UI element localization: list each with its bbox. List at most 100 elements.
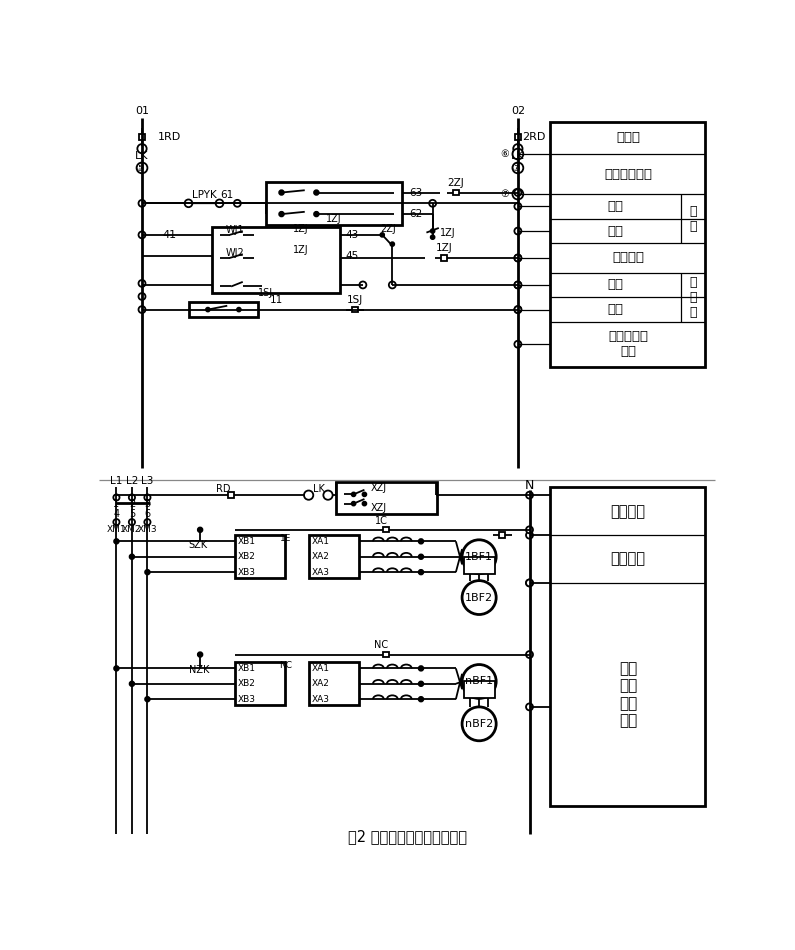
Circle shape (526, 703, 533, 711)
Text: 1ZJ: 1ZJ (293, 245, 308, 256)
Circle shape (138, 200, 145, 207)
Circle shape (462, 707, 496, 741)
Text: 1ZJ: 1ZJ (326, 215, 342, 224)
Text: 2ZJ: 2ZJ (380, 224, 396, 234)
Circle shape (363, 492, 366, 496)
Text: 61: 61 (221, 190, 234, 199)
Text: XA3: XA3 (312, 694, 329, 704)
Text: ⑦: ⑦ (511, 162, 520, 173)
Text: 5: 5 (129, 509, 135, 520)
Text: 6: 6 (145, 509, 150, 520)
Text: 停止: 停止 (607, 200, 623, 213)
Text: NZK: NZK (188, 665, 209, 674)
Text: 1ZJ: 1ZJ (293, 224, 308, 234)
Circle shape (237, 308, 241, 312)
Circle shape (145, 697, 149, 701)
Text: XZJ: XZJ (370, 484, 386, 493)
Text: LK: LK (135, 151, 149, 162)
Circle shape (206, 308, 210, 312)
Bar (352, 307, 359, 313)
Text: ⑦: ⑦ (500, 189, 509, 200)
Circle shape (462, 580, 496, 615)
Text: 风扇启动: 风扇启动 (611, 552, 646, 566)
Circle shape (389, 281, 396, 289)
Circle shape (114, 666, 118, 671)
Circle shape (526, 526, 533, 533)
Text: NC: NC (279, 661, 292, 670)
Circle shape (314, 190, 319, 195)
Text: 1BF2: 1BF2 (465, 593, 493, 602)
Circle shape (526, 580, 533, 586)
Text: 45: 45 (346, 252, 359, 261)
Circle shape (419, 666, 423, 671)
Bar (383, 652, 390, 657)
Circle shape (351, 502, 355, 505)
Circle shape (137, 162, 147, 173)
Circle shape (145, 494, 150, 501)
Text: 图2 新设计的风冷控制回路图: 图2 新设计的风冷控制回路图 (347, 828, 467, 844)
Text: 1ZJ: 1ZJ (436, 243, 452, 253)
Circle shape (390, 242, 394, 246)
Text: XA3: XA3 (312, 568, 329, 577)
Circle shape (114, 494, 119, 501)
Text: 按负荷电流
启动: 按负荷电流 启动 (608, 331, 648, 358)
Text: 1RD: 1RD (157, 132, 180, 142)
Text: LK: LK (312, 484, 324, 494)
Circle shape (419, 555, 423, 559)
Bar (453, 190, 459, 196)
Bar (139, 134, 145, 141)
Bar (188, 302, 258, 317)
Text: 1E: 1E (280, 534, 291, 542)
Circle shape (279, 190, 284, 195)
Text: 62: 62 (409, 209, 423, 219)
Text: 41: 41 (162, 230, 176, 240)
Text: 63: 63 (409, 187, 423, 198)
Text: XB3: XB3 (238, 568, 256, 577)
Circle shape (138, 144, 146, 153)
Bar (235, 535, 285, 579)
Circle shape (145, 519, 150, 525)
Bar (515, 134, 521, 141)
Circle shape (514, 255, 522, 261)
Text: ⑤: ⑤ (135, 162, 144, 173)
Circle shape (145, 570, 149, 575)
Circle shape (419, 539, 423, 543)
Circle shape (514, 189, 522, 196)
Circle shape (514, 281, 522, 289)
Circle shape (514, 306, 522, 314)
Circle shape (138, 232, 145, 238)
Circle shape (198, 653, 203, 656)
Text: RD: RD (216, 484, 231, 494)
Text: nBF1: nBF1 (465, 676, 493, 687)
Bar (441, 256, 448, 260)
Circle shape (324, 490, 332, 500)
Text: L3: L3 (142, 476, 153, 486)
Circle shape (359, 281, 366, 289)
Text: 1C: 1C (374, 516, 387, 525)
Circle shape (526, 492, 533, 499)
Circle shape (234, 200, 241, 207)
Circle shape (114, 519, 119, 525)
Circle shape (129, 494, 135, 501)
Bar (235, 662, 285, 705)
Text: 2RD: 2RD (522, 132, 545, 142)
Text: 启动自保: 启动自保 (612, 252, 644, 264)
Circle shape (431, 229, 435, 233)
Text: 按
油
温: 按 油 温 (689, 276, 696, 319)
Circle shape (184, 200, 192, 207)
Circle shape (114, 539, 118, 543)
Text: 01: 01 (135, 105, 149, 116)
Circle shape (419, 681, 423, 686)
Text: XB3: XB3 (238, 694, 256, 704)
Bar (463, 681, 494, 698)
Text: L2: L2 (126, 476, 138, 486)
Circle shape (526, 651, 533, 658)
Text: SZK: SZK (188, 541, 207, 550)
Text: 风扇
电机
控制
回路: 风扇 电机 控制 回路 (619, 661, 637, 729)
Bar (228, 492, 235, 498)
Circle shape (129, 519, 135, 525)
Text: XA1: XA1 (312, 537, 329, 546)
Circle shape (513, 148, 523, 160)
Circle shape (514, 144, 522, 153)
Circle shape (215, 200, 223, 207)
